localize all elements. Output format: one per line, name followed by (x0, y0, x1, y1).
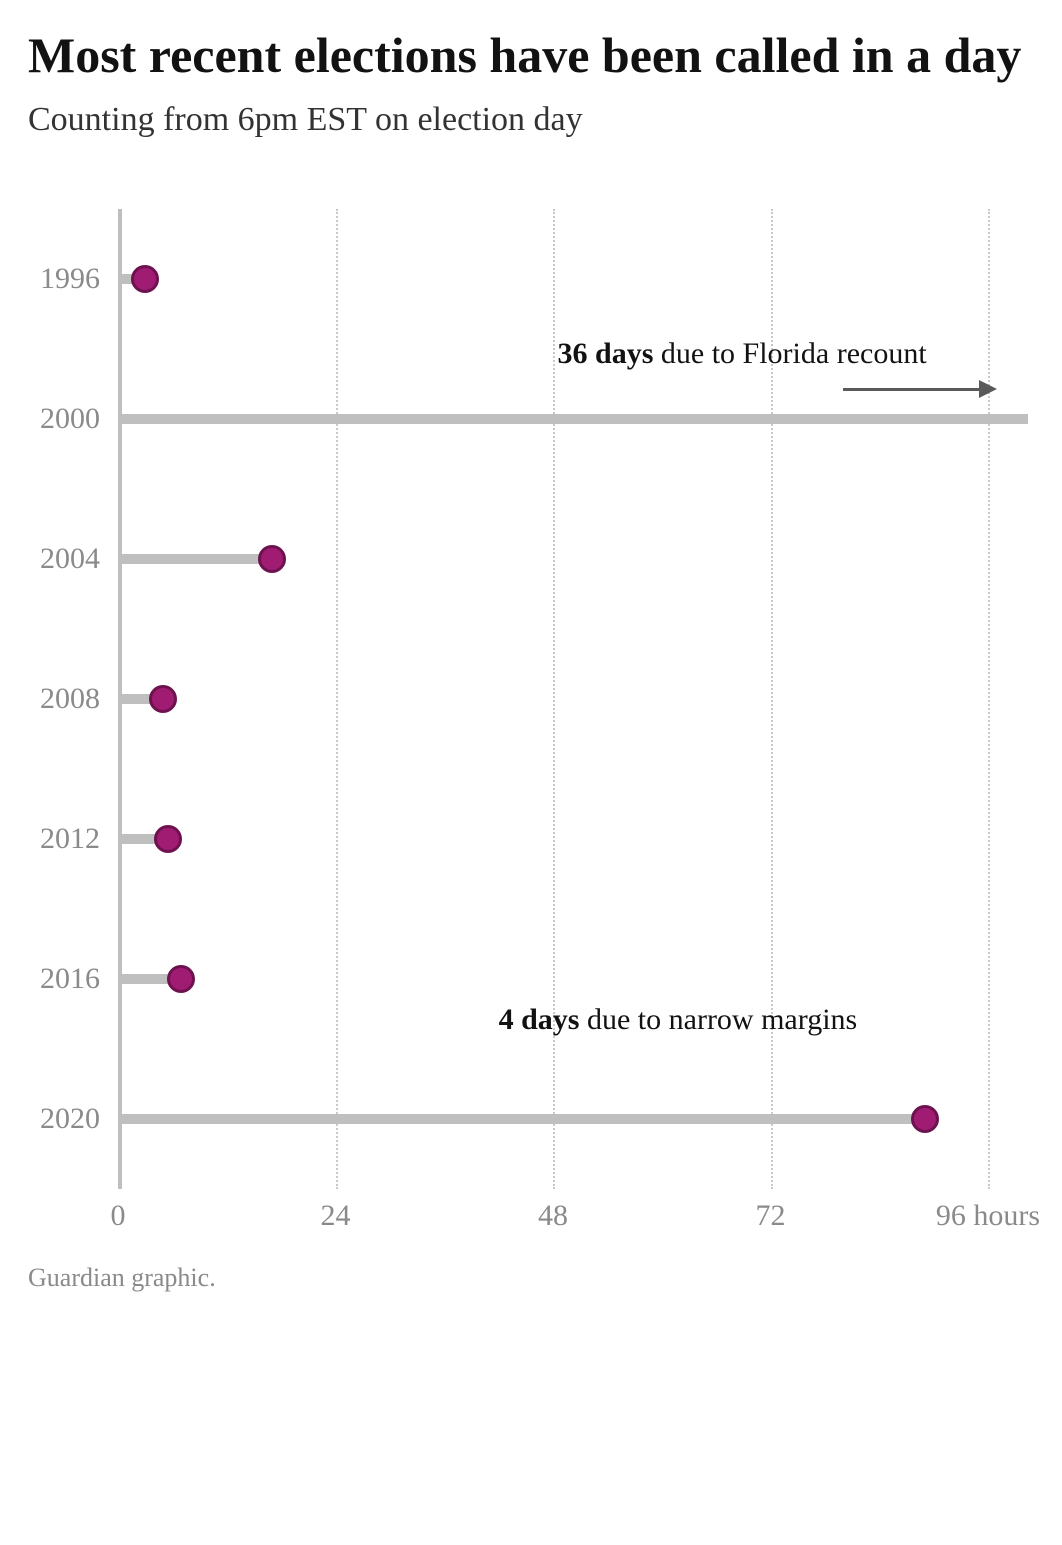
plot-area: 199620002004200820122016202036 days due … (118, 209, 988, 1189)
lollipop-stem (118, 554, 272, 564)
lollipop-dot (911, 1105, 939, 1133)
lollipop-chart: 199620002004200820122016202036 days due … (118, 209, 1034, 1249)
lollipop-dot (258, 545, 286, 573)
x-axis-ticks: 024487296 hours (118, 1199, 988, 1249)
y-tick-label: 1996 (40, 262, 118, 296)
gridline (988, 209, 990, 1189)
x-tick-label: 72 (756, 1199, 786, 1233)
x-tick-label: 0 (111, 1199, 126, 1233)
y-tick-label: 2012 (40, 822, 118, 856)
lollipop-dot (149, 685, 177, 713)
x-tick-label: 48 (538, 1199, 568, 1233)
chart-title: Most recent elections have been called i… (28, 28, 1034, 83)
gridline (336, 209, 338, 1189)
x-tick-label: 24 (321, 1199, 351, 1233)
y-tick-label: 2008 (40, 682, 118, 716)
lollipop-dot (131, 265, 159, 293)
chart-credit: Guardian graphic. (28, 1263, 1034, 1293)
lollipop-dot (167, 965, 195, 993)
lollipop-dot (154, 825, 182, 853)
chart-subtitle: Counting from 6pm EST on election day (28, 101, 1034, 139)
y-tick-label: 2000 (40, 402, 118, 436)
y-tick-label: 2004 (40, 542, 118, 576)
annotation-arrow-head (979, 380, 997, 398)
x-tick-label: 96 hours (936, 1199, 1040, 1233)
gridline (553, 209, 555, 1189)
lollipop-stem (118, 414, 1028, 424)
chart-annotation: 36 days due to Florida recount (558, 335, 927, 373)
lollipop-stem (118, 1114, 925, 1124)
chart-annotation: 4 days due to narrow margins (499, 1001, 858, 1039)
y-tick-label: 2016 (40, 962, 118, 996)
annotation-arrow-line (843, 388, 979, 391)
y-tick-label: 2020 (40, 1102, 118, 1136)
